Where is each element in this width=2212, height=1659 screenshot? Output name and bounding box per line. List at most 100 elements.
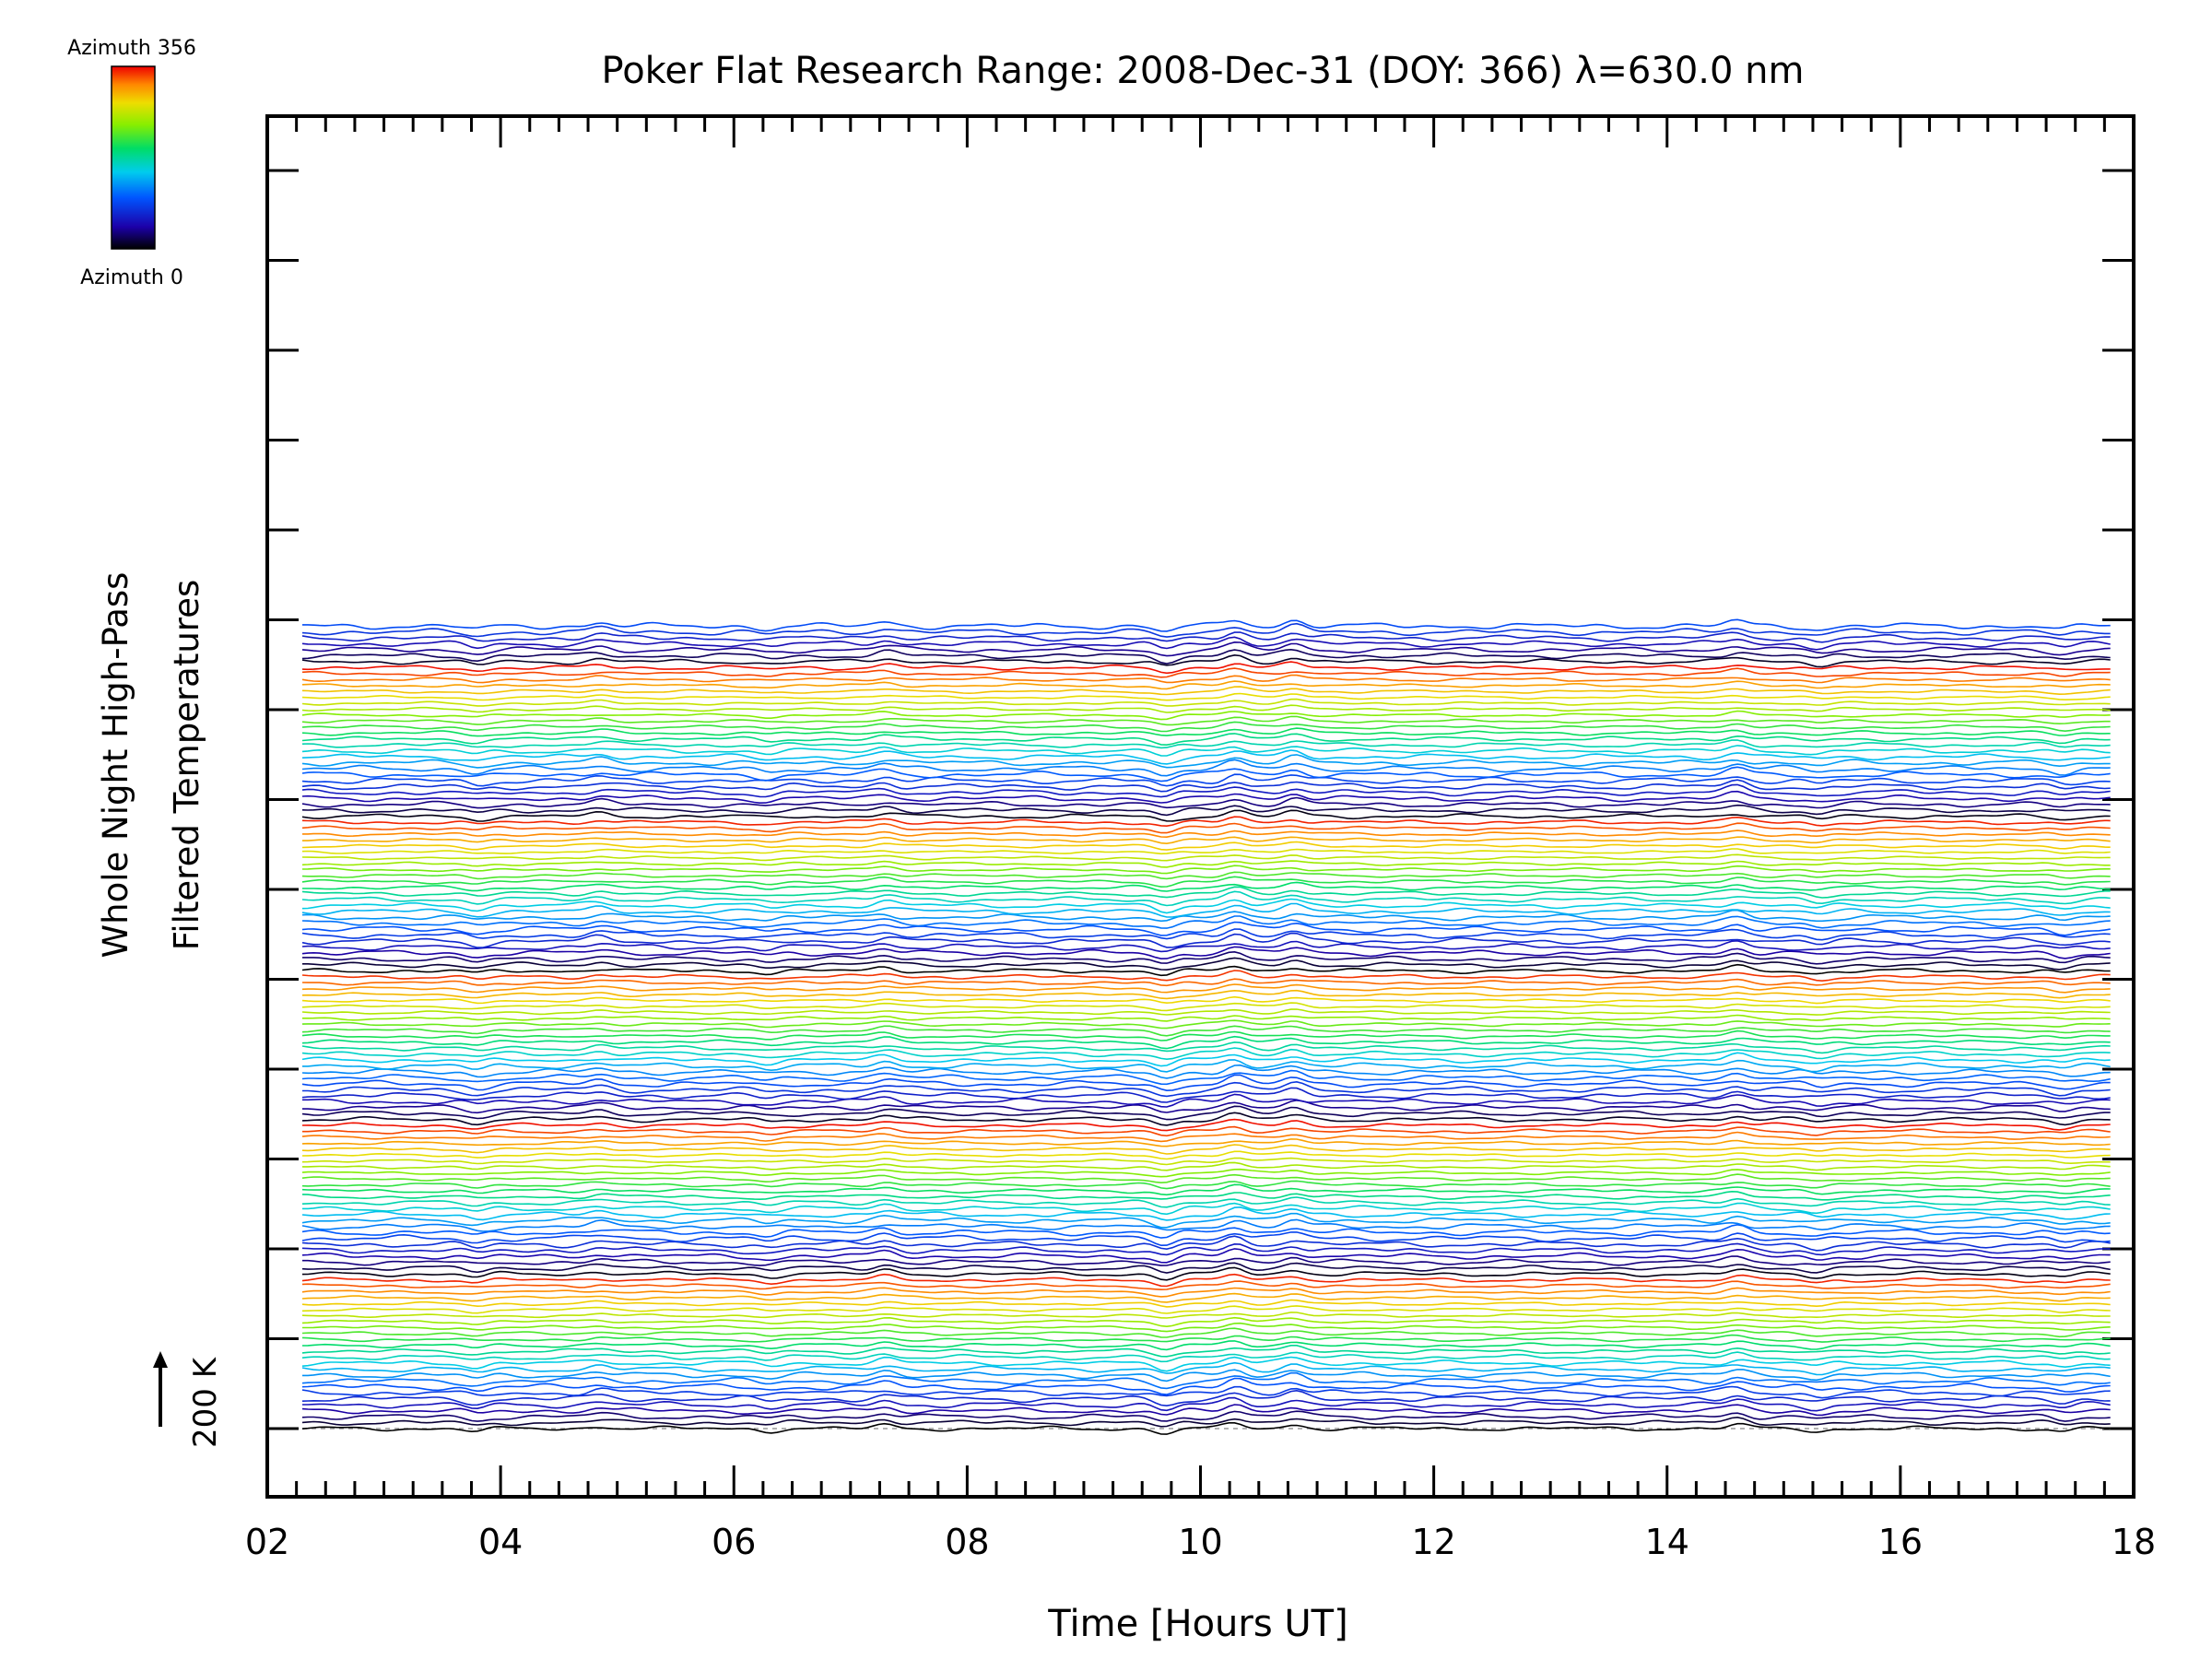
series-line (301, 1371, 2111, 1390)
series-line (301, 1008, 2111, 1016)
series-line (301, 641, 2111, 657)
series-line (301, 779, 2111, 793)
series-line (301, 1327, 2111, 1338)
series-line (301, 876, 2111, 888)
series-line (301, 1168, 2111, 1178)
series-line (301, 816, 2111, 828)
series-line (301, 1173, 2111, 1184)
series-line (301, 715, 2111, 726)
series-line (301, 1131, 2111, 1143)
series-line (301, 822, 2111, 834)
axis-ticks (265, 116, 2136, 1497)
series-line (301, 989, 2111, 1000)
series-line (301, 1262, 2111, 1274)
series-line (301, 1118, 2111, 1132)
series-line (301, 710, 2111, 721)
series-line (301, 1422, 2111, 1435)
series-line (302, 1014, 2111, 1022)
scale-bar-arrowhead (153, 1351, 168, 1368)
x-tick-label: 06 (712, 1522, 756, 1562)
series-line (301, 983, 2111, 994)
series-line (301, 704, 2111, 713)
series-line (301, 1223, 2111, 1239)
x-tick-label: 04 (478, 1522, 523, 1562)
series-line (301, 1356, 2111, 1372)
series-line (301, 804, 2111, 817)
series-line (301, 1144, 2111, 1155)
series-line (301, 1150, 2111, 1160)
x-tick-label: 18 (2112, 1522, 2156, 1562)
series-line (302, 1100, 2111, 1114)
series-line (301, 902, 2111, 918)
series-line (301, 853, 2111, 862)
series-line (301, 1287, 2111, 1298)
series-line (301, 1312, 2111, 1319)
series-line (301, 1112, 2111, 1126)
series-line (301, 648, 2111, 665)
series-line (302, 1202, 2111, 1216)
series-line (301, 1030, 2111, 1041)
series-line (302, 1080, 2111, 1098)
series-line (301, 1218, 2111, 1232)
series-line (301, 754, 2111, 769)
series-line (301, 1074, 2111, 1092)
series-line (301, 698, 2111, 707)
series-line (301, 622, 2111, 638)
series-line (302, 1125, 2111, 1137)
series-line (301, 1416, 2111, 1428)
series-line (301, 1389, 2111, 1407)
y-axis-label: Whole Night High-Pass Filtered Temperatu… (96, 572, 206, 959)
series-line (301, 841, 2111, 851)
series-line (301, 1299, 2111, 1308)
colorbar-top-label: Azimuth 356 (67, 37, 196, 60)
series-line (301, 1305, 2111, 1314)
colorbar-legend: Azimuth 356 Azimuth 0 (67, 37, 196, 289)
series-line (301, 1340, 2111, 1351)
series-line (301, 674, 2111, 684)
series-line (301, 860, 2111, 868)
series-line (301, 1334, 2111, 1343)
series-line (301, 749, 2111, 765)
series-line (302, 1161, 2111, 1171)
series-line (301, 733, 2111, 747)
series-line (301, 766, 2111, 782)
series-line (301, 963, 2111, 977)
series-line (301, 727, 2111, 737)
series-line (301, 1248, 2111, 1264)
colorbar-bottom-label: Azimuth 0 (80, 266, 183, 289)
series-line (301, 1316, 2111, 1328)
series-line (301, 1345, 2111, 1358)
series-line (301, 1190, 2111, 1201)
series-line (301, 915, 2111, 929)
x-tick-label: 12 (1411, 1522, 1455, 1562)
series-line (301, 1041, 2111, 1054)
colorbar-gradient (111, 65, 156, 250)
series-line (301, 1196, 2111, 1208)
series-line (301, 721, 2111, 733)
series-line (302, 950, 2111, 965)
series-line (302, 1093, 2111, 1108)
scale-bar-label: 200 K (187, 1356, 224, 1448)
series-line (301, 909, 2111, 923)
series-line (301, 1087, 2111, 1103)
y-axis-label-line1: Whole Night High-Pass (96, 572, 135, 959)
x-tick-label: 02 (245, 1522, 289, 1562)
series-line (301, 1292, 2111, 1303)
series-line (301, 745, 2111, 757)
x-tick-labels: 02 04 06 08 10 12 14 16 18 (245, 1522, 2156, 1562)
series-line (301, 783, 2111, 798)
scale-bar: 200 K (153, 1351, 224, 1448)
series-line (301, 1035, 2111, 1050)
series-line (301, 1212, 2111, 1229)
series-line (301, 1410, 2111, 1422)
series-line (302, 836, 2111, 845)
series-line (301, 1273, 2111, 1288)
series-line (301, 1025, 2111, 1037)
series-line (301, 773, 2111, 787)
series-line (301, 946, 2111, 960)
series-line (301, 939, 2111, 953)
series-line (301, 809, 2111, 822)
series-line (302, 1255, 2111, 1266)
series-line (301, 1138, 2111, 1147)
